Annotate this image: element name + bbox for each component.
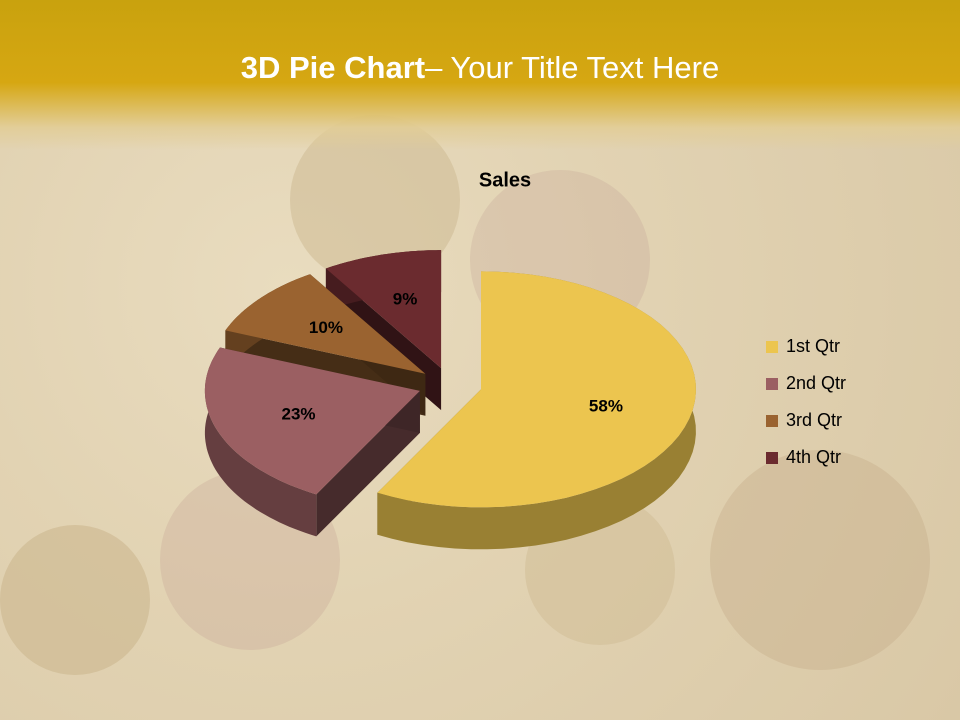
title-rest: – Your Title Text Here	[425, 50, 720, 85]
chart-title: Sales	[479, 169, 531, 191]
pie-slice	[204, 347, 420, 495]
legend-swatch	[766, 452, 778, 464]
data-label: 9%	[393, 290, 418, 309]
data-label: 58%	[589, 396, 623, 415]
title-bold: 3D Pie Chart	[240, 50, 426, 85]
legend-swatch	[766, 378, 778, 390]
legend-label: 1st Qtr	[786, 336, 840, 356]
legend-swatch	[766, 341, 778, 353]
pie-slice-group	[377, 271, 696, 550]
slice-wall	[204, 347, 317, 537]
legend-label: 4th Qtr	[786, 447, 841, 467]
legend-label: 2nd Qtr	[786, 373, 846, 393]
slide-title: 3D Pie Chart– Your Title Text Here	[0, 50, 960, 86]
slice-wall	[377, 271, 696, 550]
legend-label: 3rd Qtr	[786, 410, 842, 430]
data-label: 23%	[282, 404, 316, 423]
pie-slice	[377, 271, 696, 508]
data-label: 10%	[309, 318, 343, 337]
legend-swatch	[766, 415, 778, 427]
header-band	[0, 0, 960, 150]
pie-slice-group	[204, 347, 420, 537]
pie-slice	[325, 250, 442, 369]
pie-slice	[225, 274, 426, 374]
